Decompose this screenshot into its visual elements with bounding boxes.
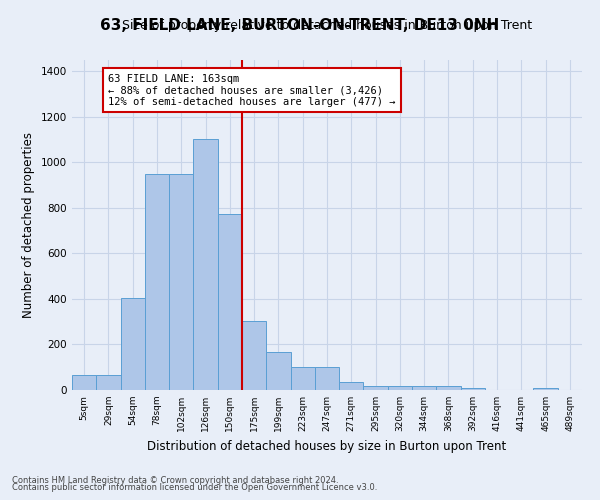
Bar [121, 298, 145, 390]
X-axis label: Distribution of detached houses by size in Burton upon Trent: Distribution of detached houses by size … [148, 440, 506, 452]
Bar [193, 138, 218, 390]
Title: Size of property relative to detached houses in Burton upon Trent: Size of property relative to detached ho… [122, 20, 532, 32]
Bar [339, 382, 364, 390]
Bar [533, 388, 558, 390]
Bar [169, 174, 193, 390]
Bar [218, 214, 242, 390]
Bar [461, 388, 485, 390]
Y-axis label: Number of detached properties: Number of detached properties [22, 132, 35, 318]
Text: 63, FIELD LANE, BURTON-ON-TRENT, DE13 0NH: 63, FIELD LANE, BURTON-ON-TRENT, DE13 0N… [100, 18, 500, 32]
Bar [412, 386, 436, 390]
Bar [388, 386, 412, 390]
Bar [290, 367, 315, 390]
Bar [266, 352, 290, 390]
Bar [72, 375, 96, 390]
Text: Contains public sector information licensed under the Open Government Licence v3: Contains public sector information licen… [12, 484, 377, 492]
Bar [436, 386, 461, 390]
Bar [315, 367, 339, 390]
Bar [145, 174, 169, 390]
Text: 63 FIELD LANE: 163sqm
← 88% of detached houses are smaller (3,426)
12% of semi-d: 63 FIELD LANE: 163sqm ← 88% of detached … [109, 74, 396, 107]
Text: Contains HM Land Registry data © Crown copyright and database right 2024.: Contains HM Land Registry data © Crown c… [12, 476, 338, 485]
Bar [96, 375, 121, 390]
Bar [242, 320, 266, 390]
Bar [364, 386, 388, 390]
